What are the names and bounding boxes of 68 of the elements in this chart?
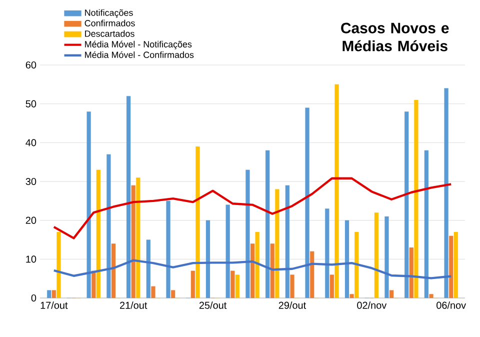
bar [96, 170, 100, 298]
x-tick-label: 02/nov [357, 302, 387, 309]
bar [384, 216, 389, 298]
bar [414, 100, 418, 298]
y-tick-label: 60 [26, 61, 36, 69]
y-tick-label: 10 [26, 256, 36, 263]
y-tick-label: 20 [26, 216, 36, 224]
bar [255, 232, 260, 298]
legend-label: Confirmados [84, 20, 135, 26]
bar [131, 185, 136, 298]
bar [146, 240, 150, 298]
bar [374, 212, 379, 298]
bar [246, 170, 250, 298]
legend-label: Média Móvel - Confirmados [85, 51, 194, 58]
chart-title: Casos Novos e Médias Móveis [341, 22, 449, 52]
bar [151, 286, 156, 298]
bar [136, 178, 140, 298]
y-tick-label: 30 [26, 178, 36, 186]
bar [444, 88, 448, 298]
bar [171, 290, 176, 298]
bar [106, 154, 111, 298]
bar [52, 290, 56, 298]
bar [196, 146, 200, 298]
bar [310, 251, 314, 298]
bar [190, 270, 195, 298]
bar [166, 200, 170, 298]
bar [424, 150, 428, 298]
bar [454, 232, 458, 298]
bar [325, 208, 330, 298]
bar [330, 274, 334, 298]
bar [305, 108, 310, 298]
legend-label: Média Móvel - Notificações [85, 40, 192, 50]
bar [47, 290, 52, 298]
y-tick-label: 50 [26, 100, 36, 108]
legend-label: Notificações [85, 9, 133, 18]
bar [354, 232, 359, 298]
bar [111, 244, 116, 298]
bar [270, 244, 274, 298]
bar [206, 220, 210, 298]
line-series [52, 177, 452, 240]
x-tick-label: 21/out [120, 302, 148, 309]
y-tick-label: 40 [26, 139, 36, 146]
bar [344, 220, 350, 298]
bar [56, 232, 61, 298]
bar [230, 270, 235, 298]
x-tick-label: 06/nov [436, 302, 466, 309]
bar [449, 236, 454, 298]
bar [226, 204, 230, 298]
bar [126, 96, 131, 298]
x-tick-label: 25/out [199, 302, 227, 309]
bar [275, 189, 280, 298]
bar [404, 112, 409, 298]
bar [389, 290, 394, 298]
bar [92, 270, 96, 298]
bar [285, 185, 290, 298]
bar [290, 274, 294, 298]
x-tick-label: 17/out [40, 302, 68, 309]
bar [409, 247, 414, 298]
bar [235, 274, 240, 298]
bar [429, 294, 434, 298]
y-tick-label: 0 [31, 294, 36, 302]
x-tick-label: 29/out [278, 302, 306, 309]
legend-label: Descartados [85, 30, 134, 37]
bar [86, 112, 91, 298]
bar [334, 84, 339, 298]
bar [250, 244, 255, 298]
bar [350, 294, 354, 298]
bar [266, 150, 270, 298]
